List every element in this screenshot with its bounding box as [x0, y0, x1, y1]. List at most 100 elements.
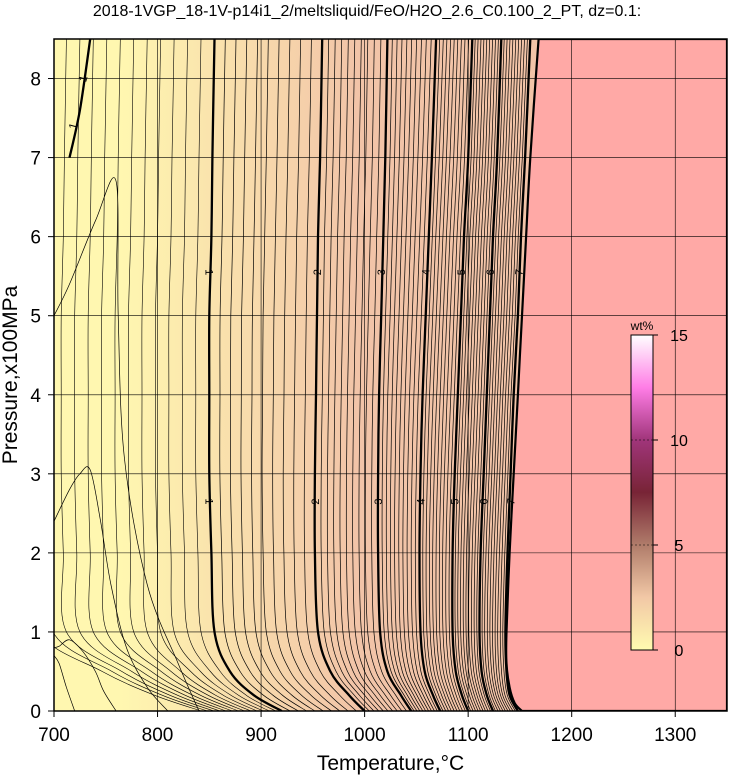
minor-contour-line [429, 39, 449, 711]
y-axis-ticks: 0 1 2 3 4 5 6 7 8 [30, 70, 54, 723]
minor-contour-line [445, 39, 466, 711]
minor-contour-line [155, 39, 258, 711]
minor-contour-line [406, 39, 432, 711]
contour-label: 5 [450, 498, 462, 504]
contour-label: 1 [67, 122, 80, 131]
contour-label: 2 [312, 269, 324, 275]
major-contour-line-4 [418, 39, 442, 711]
contour-label: 1 [202, 498, 214, 504]
minor-contour-line [219, 39, 291, 711]
minor-contour-line [261, 39, 324, 711]
minor-contour-line [87, 39, 227, 711]
major-contour-line-2 [313, 39, 366, 711]
minor-contour-outline [54, 466, 169, 711]
minor-contour-line [60, 39, 214, 711]
minor-contour-line [499, 39, 525, 711]
colorbar: wt% 0 5 10 15 [630, 319, 688, 660]
minor-contour-line [251, 39, 316, 711]
major-contour-line-1 [208, 39, 283, 711]
minor-contour-line [240, 39, 307, 711]
contour-label: 1 [202, 269, 214, 275]
minor-contour-line [381, 39, 415, 711]
minor-contour-line [460, 39, 482, 711]
x-axis-ticks: 700 800 900 1000 1100 1200 1300 [38, 711, 696, 746]
minor-contour-line [333, 39, 379, 711]
minor-contour-line [489, 39, 514, 711]
colorbar-unit-label: wt% [630, 319, 654, 333]
minor-contour-line [339, 39, 384, 711]
minor-contour-line [435, 39, 455, 711]
plot-area: 1 1 1 1 2 2 3 3 4 4 5 5 6 6 7 7 [54, 39, 727, 711]
minor-contour-line [454, 39, 476, 711]
colorbar-tick-label: 15 [670, 328, 688, 345]
minor-contour-line [476, 39, 499, 711]
y-tick-label: 7 [30, 149, 41, 170]
minor-contour-line [168, 39, 264, 711]
y-tick-label: 4 [30, 386, 41, 407]
contour-label: 3 [376, 269, 388, 275]
contour-label: 4 [416, 498, 428, 504]
contour-label: 1 [77, 74, 90, 83]
x-tick-label: 1200 [551, 725, 593, 746]
minor-contour-line [486, 39, 511, 711]
contour-label: 2 [310, 498, 322, 504]
minor-contour-line [282, 39, 341, 711]
colorbar-tick-label: 5 [675, 538, 684, 555]
minor-contour-line [442, 39, 462, 711]
y-tick-label: 3 [30, 465, 41, 486]
minor-contour-line [141, 39, 251, 711]
minor-contour-line [425, 39, 447, 711]
colorbar-bar [630, 334, 654, 651]
minor-contour-line [502, 39, 528, 711]
minor-contour-line [422, 39, 444, 711]
minor-contour-line [484, 39, 508, 711]
chart-title: 2018-1VGP_18-1V-p14i1_2/meltsliquid/FeO/… [93, 3, 641, 20]
minor-contour-line [54, 632, 208, 711]
no-melt-region [504, 39, 727, 711]
minor-contour-line [74, 39, 221, 711]
minor-contour-line [494, 39, 520, 711]
minor-contour-line [471, 39, 493, 711]
x-tick-label: 900 [245, 725, 277, 746]
minor-contour-line [414, 39, 438, 711]
contour-label: 3 [373, 498, 385, 504]
minor-contour-line [473, 39, 496, 711]
minor-contour-line [371, 39, 407, 711]
minor-contour-line [303, 39, 357, 711]
minor-contour-line [394, 39, 424, 711]
minor-contour-line [448, 39, 470, 711]
x-tick-label: 1100 [448, 725, 489, 746]
minor-contour-line [497, 39, 522, 711]
minor-contour-line [352, 39, 393, 711]
minor-contour-line [438, 39, 459, 711]
x-tick-label: 700 [38, 725, 70, 746]
major-contour-line-3 [376, 39, 413, 711]
y-tick-label: 0 [30, 702, 41, 723]
minor-contour-line [272, 39, 332, 711]
y-axis-title: Pressure,x100MPa [0, 285, 22, 464]
contour-label: 6 [485, 269, 497, 275]
y-tick-label: 5 [30, 307, 41, 328]
contour-label: 7 [505, 498, 518, 506]
contour-labels: 1 1 1 1 2 2 3 3 4 4 5 5 6 6 7 7 [67, 74, 526, 506]
colorbar-tick-label: 10 [670, 433, 688, 450]
y-tick-label: 1 [30, 623, 41, 644]
minor-contour-line [345, 39, 389, 711]
x-tick-label: 1000 [343, 725, 385, 746]
minor-contour-line [229, 39, 299, 711]
minor-contour-line [390, 39, 421, 711]
major-contour-line-1 [68, 39, 92, 158]
minor-contour-line [101, 39, 233, 711]
major-contours [68, 39, 532, 711]
minor-contour-line [293, 39, 349, 711]
minor-contour-line [326, 39, 375, 711]
minor-contour-line [462, 39, 485, 711]
minor-contour-outline [54, 177, 200, 711]
minor-contour-line [492, 39, 517, 711]
minor-outlines [54, 177, 200, 711]
minor-contour-line [320, 39, 370, 711]
y-tick-label: 8 [30, 70, 41, 91]
x-tick-label: 800 [142, 725, 174, 746]
minor-contour-line [468, 39, 491, 711]
